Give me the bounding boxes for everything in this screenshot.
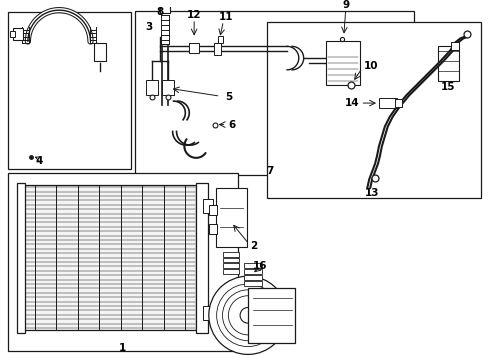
Text: 13: 13 (365, 188, 379, 198)
Text: 11: 11 (219, 12, 234, 22)
Bar (203, 306, 213, 320)
Text: 15: 15 (441, 82, 456, 93)
Bar (223, 269, 239, 274)
Bar (10, 31, 15, 37)
Bar (162, 80, 173, 95)
Bar (223, 258, 239, 262)
Bar (326, 41, 361, 85)
Bar (244, 275, 262, 280)
Text: 5: 5 (225, 92, 233, 102)
Text: 2: 2 (250, 241, 257, 251)
Text: 7: 7 (266, 166, 273, 176)
Bar (216, 188, 247, 247)
Bar (248, 288, 295, 343)
Bar (135, 11, 414, 175)
Circle shape (228, 296, 268, 335)
Circle shape (209, 276, 287, 354)
Text: 10: 10 (364, 61, 378, 71)
Text: 12: 12 (187, 10, 201, 20)
Bar (244, 269, 262, 274)
Bar (223, 252, 239, 257)
Text: 6: 6 (228, 120, 236, 130)
Bar (268, 22, 481, 198)
Bar (244, 281, 262, 286)
Bar (218, 36, 223, 44)
Bar (394, 99, 402, 107)
Bar (189, 44, 199, 53)
Text: 4: 4 (36, 156, 43, 166)
Bar (451, 42, 459, 50)
Circle shape (222, 290, 273, 341)
Polygon shape (23, 185, 196, 330)
Bar (196, 183, 208, 333)
Bar (244, 264, 262, 268)
Text: 9: 9 (342, 0, 349, 10)
Bar (160, 5, 170, 13)
Bar (17, 183, 25, 333)
Bar (13, 28, 23, 40)
Text: 14: 14 (345, 98, 360, 108)
Bar (8, 174, 238, 351)
Text: 1: 1 (119, 343, 126, 352)
Bar (8, 12, 130, 168)
Bar (223, 264, 239, 268)
Bar (95, 44, 106, 61)
Bar (214, 44, 220, 55)
Bar (203, 199, 213, 213)
Bar (209, 224, 217, 234)
Circle shape (240, 307, 256, 323)
Text: 3: 3 (146, 22, 153, 32)
Bar (438, 46, 459, 81)
Circle shape (217, 284, 279, 347)
Bar (379, 98, 396, 108)
Text: 16: 16 (252, 261, 267, 271)
Bar (146, 80, 158, 95)
Text: 8: 8 (156, 7, 164, 17)
Bar (209, 205, 217, 215)
